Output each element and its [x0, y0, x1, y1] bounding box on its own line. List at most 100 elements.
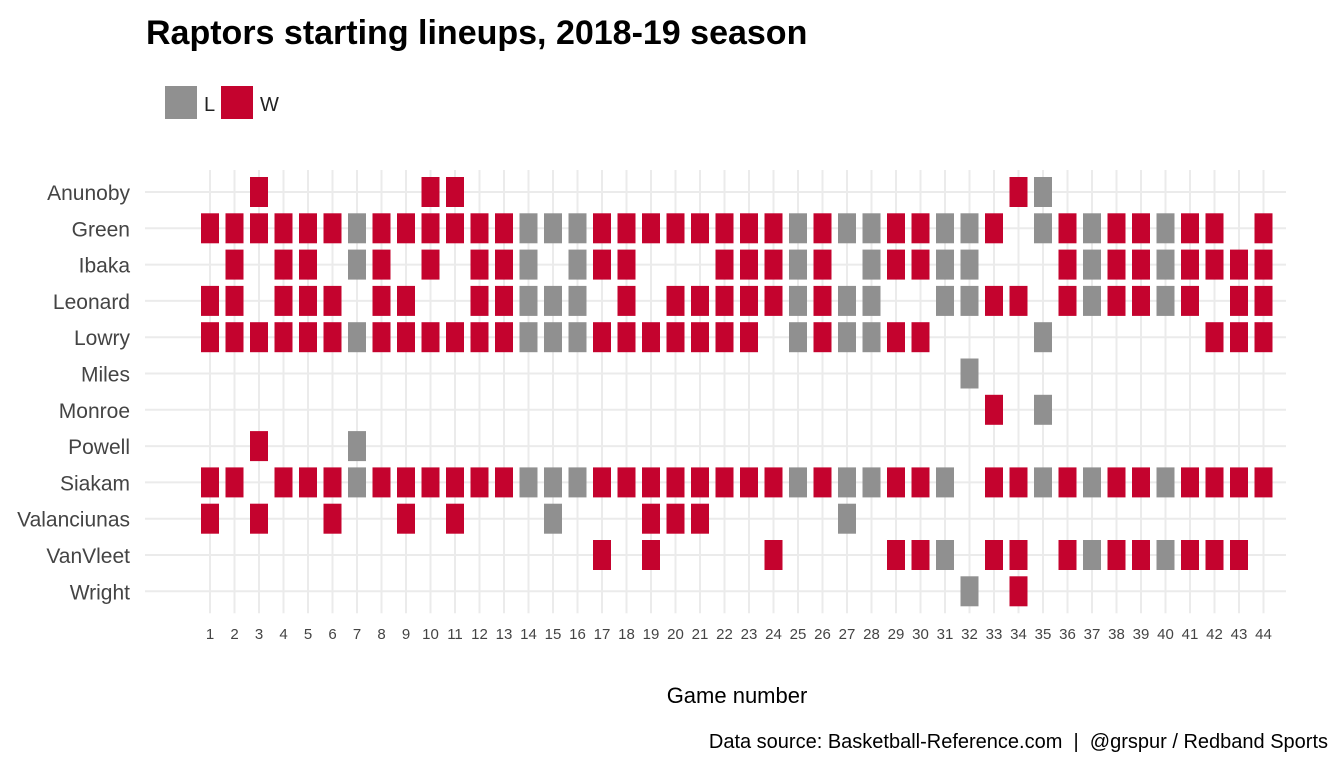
tile: [470, 213, 489, 244]
y-tick-label: Anunoby: [47, 182, 130, 205]
tile: [887, 467, 905, 498]
y-tick-label: Wright: [70, 581, 130, 604]
tile: [1107, 540, 1126, 570]
tile: [299, 213, 317, 244]
tile: [666, 285, 685, 316]
tile: [446, 322, 464, 353]
tile: [225, 249, 244, 280]
tile: [250, 322, 268, 353]
tile: [201, 213, 219, 244]
legend: L W: [165, 86, 279, 119]
tile: [421, 177, 440, 207]
x-tick-label: 36: [1059, 626, 1076, 643]
tile: [911, 249, 930, 280]
tile: [274, 467, 293, 498]
tile: [1058, 467, 1077, 498]
x-tick-label: 9: [402, 626, 410, 643]
y-tick-label: Monroe: [59, 400, 130, 423]
tile: [397, 503, 415, 534]
x-tick-label: 30: [912, 626, 929, 643]
tile: [642, 540, 660, 570]
tile: [862, 249, 881, 280]
tile: [1230, 467, 1248, 498]
tile: [1181, 540, 1199, 570]
tile: [1230, 322, 1248, 353]
tile: [1254, 322, 1273, 353]
x-tick-label: 3: [255, 626, 263, 643]
tile: [348, 249, 366, 280]
tile: [666, 322, 685, 353]
tile: [544, 213, 562, 244]
tile: [1132, 540, 1150, 570]
y-tick-label: Leonard: [53, 291, 130, 314]
tile: [323, 503, 342, 534]
y-axis-labels: Anunoby Green Ibaka Leonard Lowry Miles Monroe…: [17, 182, 130, 604]
tile: [1205, 467, 1224, 498]
tile: [789, 285, 807, 316]
tile: [1156, 249, 1175, 280]
tile: [470, 249, 489, 280]
tile: [887, 322, 905, 353]
tile: [764, 467, 783, 498]
tile: [1107, 285, 1126, 316]
x-tick-label: 6: [328, 626, 336, 643]
tile: [446, 467, 464, 498]
tile: [495, 249, 513, 280]
x-tick-label: 27: [839, 626, 856, 643]
tile: [985, 213, 1003, 244]
tile: [838, 322, 856, 353]
tile: [250, 177, 268, 207]
tile: [813, 249, 832, 280]
tile: [691, 213, 709, 244]
tile: [1254, 249, 1273, 280]
tile: [715, 322, 734, 353]
tile: [1181, 213, 1199, 244]
tile: [1205, 249, 1224, 280]
x-tick-label: 37: [1084, 626, 1101, 643]
tile: [813, 322, 832, 353]
tile: [666, 503, 685, 534]
tile: [299, 249, 317, 280]
tile: [911, 467, 930, 498]
tile: [348, 213, 366, 244]
tile: [740, 322, 758, 353]
tile: [1034, 177, 1052, 207]
x-tick-label: 34: [1010, 626, 1027, 643]
tile: [642, 467, 660, 498]
tile: [1254, 213, 1273, 244]
tile: [1009, 576, 1028, 607]
tile: [936, 285, 954, 316]
tile: [789, 467, 807, 498]
tile: [813, 285, 832, 316]
tile: [250, 503, 268, 534]
tile: [936, 467, 954, 498]
tile: [960, 358, 979, 389]
tile: [446, 503, 464, 534]
tile: [1009, 177, 1028, 207]
tile: [1083, 467, 1101, 498]
tile: [593, 540, 611, 570]
tile: [1205, 540, 1224, 570]
tile: [519, 322, 538, 353]
tile: [1132, 213, 1150, 244]
tile: [838, 213, 856, 244]
tile: [715, 467, 734, 498]
tile: [862, 322, 881, 353]
x-tick-label: 41: [1182, 626, 1199, 643]
tile: [421, 213, 440, 244]
tile: [1083, 285, 1101, 316]
x-tick-label: 31: [937, 626, 954, 643]
tile: [617, 285, 636, 316]
tile: [421, 467, 440, 498]
tile: [568, 322, 587, 353]
x-tick-label: 42: [1206, 626, 1223, 643]
tile: [1009, 467, 1028, 498]
tile: [642, 503, 660, 534]
tile: [1132, 249, 1150, 280]
tile: [887, 213, 905, 244]
x-tick-label: 40: [1157, 626, 1174, 643]
tile: [421, 322, 440, 353]
tile: [323, 285, 342, 316]
tile: [470, 285, 489, 316]
tile: [715, 285, 734, 316]
